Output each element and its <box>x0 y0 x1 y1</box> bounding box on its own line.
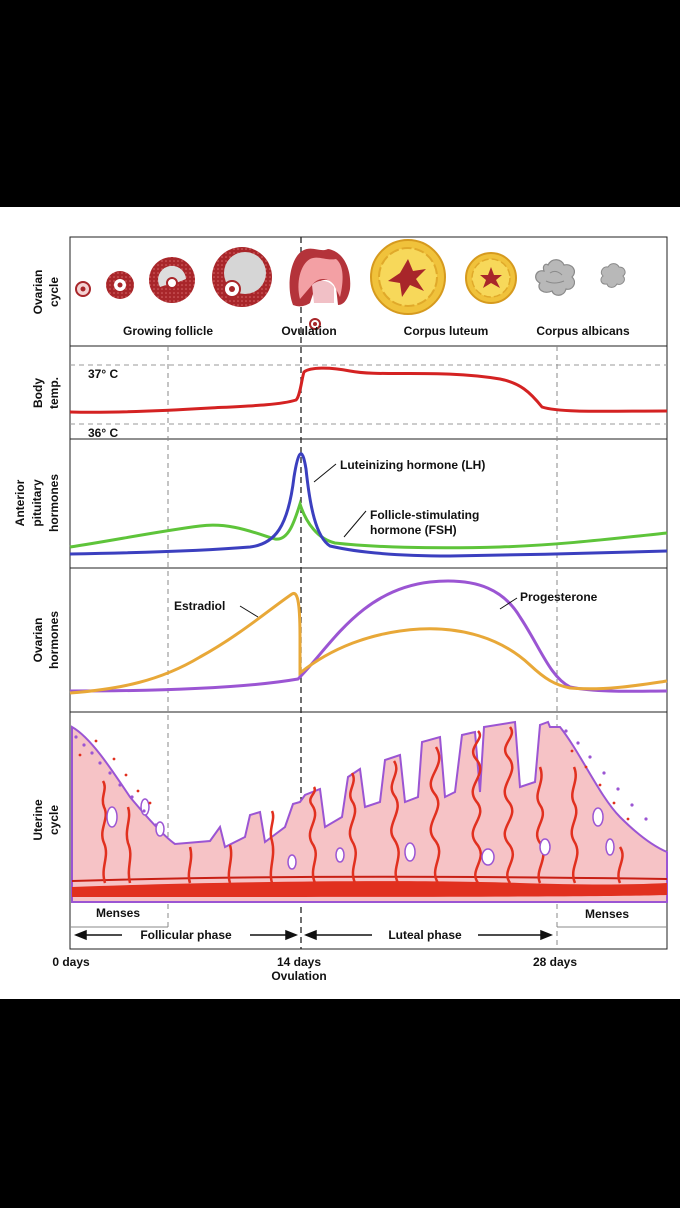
row-label-ovarian-cycle-1: Ovarian <box>31 270 45 315</box>
estradiol-curve <box>69 591 668 695</box>
corpus-albicans-large <box>535 259 576 296</box>
day-14-label: 14 days <box>277 955 321 969</box>
fsh-label-leader <box>343 510 367 538</box>
chart-frame <box>69 236 668 950</box>
corpus-luteum-small <box>465 252 517 304</box>
follicular-phase-label: Follicular phase <box>140 928 232 942</box>
spiral-arteries <box>101 726 624 884</box>
stage-label-corpus-albicans: Corpus albicans <box>536 324 630 338</box>
day-28-label: 28 days <box>533 955 577 969</box>
lh-curve <box>69 452 668 558</box>
luteal-phase-label: Luteal phase <box>388 928 462 942</box>
menses-debris <box>74 729 648 827</box>
temp-curve <box>69 366 668 414</box>
follicle-stage-2 <box>106 271 134 299</box>
follicle-stage-1 <box>75 281 91 297</box>
ovulation-follicle <box>289 248 351 330</box>
row-label-uterine-2: cycle <box>47 805 61 835</box>
follicle-stage-3 <box>149 257 195 303</box>
menstrual-cycle-diagram: Ovarian cycle Body temp. Anterior pituit… <box>0 207 680 999</box>
follicular-phase-arrow <box>73 929 299 941</box>
corpus-luteum-large <box>370 239 446 315</box>
estradiol-label-leader <box>239 605 259 618</box>
row-label-ovarian-hormones-2: hormones <box>47 611 61 669</box>
menses-left-label: Menses <box>96 906 140 920</box>
endometrium <box>71 720 668 903</box>
fsh-curve <box>69 499 668 550</box>
row-label-pituitary-3: hormones <box>47 474 61 532</box>
shed-glands <box>106 798 615 870</box>
ovulation-day-label: Ovulation <box>271 969 326 983</box>
lh-label: Luteinizing hormone (LH) <box>340 458 485 472</box>
stage-label-ovulation: Ovulation <box>281 324 336 338</box>
luteal-phase-arrow <box>303 929 554 941</box>
row-label-pituitary-2: pituitary <box>30 479 44 527</box>
progesterone-label: Progesterone <box>520 590 598 604</box>
lh-label-leader <box>313 463 337 483</box>
stage-label-growing-follicle: Growing follicle <box>123 324 213 338</box>
fsh-label-line-1: Follicle-stimulating <box>370 508 479 522</box>
menses-right-label: Menses <box>585 907 629 921</box>
temp-36-label: 36° C <box>88 426 118 440</box>
row-label-ovarian-cycle-2: cycle <box>47 277 61 307</box>
row-label-body-temp-1: Body <box>31 378 45 408</box>
corpus-albicans-small <box>600 263 626 288</box>
row-label-uterine-1: Uterine <box>31 799 45 841</box>
progesterone-label-leader <box>499 597 518 610</box>
stage-label-corpus-luteum: Corpus luteum <box>404 324 489 338</box>
fsh-label-line-2: hormone (FSH) <box>370 523 457 537</box>
estradiol-label: Estradiol <box>174 599 225 613</box>
row-label-body-temp-2: temp. <box>47 377 61 409</box>
day-0-label: 0 days <box>52 955 90 969</box>
follicle-stage-4 <box>212 247 272 307</box>
row-label-pituitary-1: Anterior <box>13 479 27 526</box>
temp-37-label: 37° C <box>88 367 118 381</box>
row-label-ovarian-hormones-1: Ovarian <box>31 618 45 663</box>
